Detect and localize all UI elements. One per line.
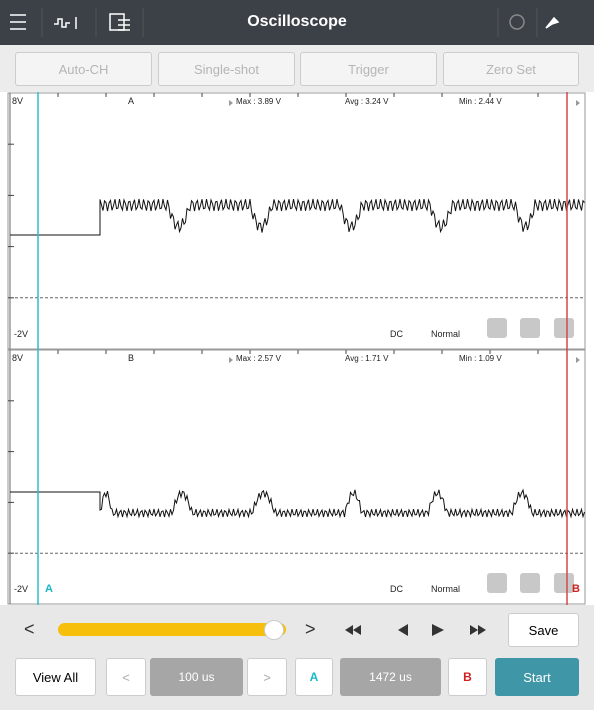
cursor-time: 1472 us xyxy=(340,658,441,696)
panel-frame xyxy=(7,349,586,605)
top-voltage-label: 8V xyxy=(12,353,24,363)
panel-tool-icon xyxy=(554,318,574,338)
auto-ch-button[interactable]: Auto-CH xyxy=(15,52,152,86)
panel-tool-icon xyxy=(520,573,540,593)
slider-next[interactable]: > xyxy=(305,619,316,639)
slider-knob[interactable] xyxy=(264,620,284,640)
toolbar: Auto-CH Single-shot Trigger Zero Set xyxy=(0,45,594,92)
waveform xyxy=(10,198,585,236)
scroll-right xyxy=(576,357,580,363)
cursor-a-label: A xyxy=(45,583,53,595)
waveform xyxy=(10,488,585,519)
cursor-a-button[interactable]: A xyxy=(295,658,333,696)
min-readout: Min : 2.44 V xyxy=(459,97,502,106)
time-div-prev[interactable]: < xyxy=(106,658,146,696)
start-button[interactable]: Start xyxy=(495,658,579,696)
panel-tool-icon xyxy=(520,318,540,338)
zero-set-button[interactable]: Zero Set xyxy=(443,52,579,86)
single-shot-button[interactable]: Single-shot xyxy=(158,52,295,86)
mode-label: Normal xyxy=(431,584,461,594)
panel-frame xyxy=(7,92,586,350)
panel-tool-icon xyxy=(554,573,574,593)
scroll-left xyxy=(229,357,233,363)
time-slider[interactable] xyxy=(58,623,286,636)
coupling-label: DC xyxy=(390,329,403,339)
avg-readout: Avg : 1.71 V xyxy=(345,354,389,363)
header-bar: Oscilloscope xyxy=(0,0,594,45)
slider-prev[interactable]: < xyxy=(24,619,35,639)
cursor-b-button[interactable]: B xyxy=(448,658,487,696)
save-button[interactable]: Save xyxy=(508,613,579,647)
bottom-voltage-label: -2V xyxy=(14,329,29,339)
max-readout: Max : 2.57 V xyxy=(236,354,281,363)
trigger-button[interactable]: Trigger xyxy=(300,52,437,86)
scroll-right xyxy=(576,100,580,106)
min-readout: Min : 1.09 V xyxy=(459,354,502,363)
mode-label: Normal xyxy=(431,329,461,339)
cursor-b-label: B xyxy=(572,583,580,595)
playback-icons[interactable] xyxy=(340,619,500,641)
scope-display xyxy=(7,92,586,605)
channel-label: A xyxy=(128,96,135,106)
time-div: 100 us xyxy=(150,658,243,696)
view-all-button[interactable]: View All xyxy=(15,658,96,696)
control-area: < > Save View All < 100 us > A 1472 us B… xyxy=(0,605,594,710)
channel-label: B xyxy=(128,353,135,363)
avg-readout: Avg : 3.24 V xyxy=(345,97,389,106)
coupling-label: DC xyxy=(390,584,403,594)
screen-title: Oscilloscope xyxy=(247,13,347,30)
header-icons xyxy=(10,8,560,37)
panel-tool-icon xyxy=(487,573,507,593)
time-div-next[interactable]: > xyxy=(247,658,287,696)
top-voltage-label: 8V xyxy=(12,96,24,106)
bottom-voltage-label: -2V xyxy=(14,584,29,594)
panel-tool-icon xyxy=(487,318,507,338)
scroll-left xyxy=(229,100,233,106)
max-readout: Max : 3.89 V xyxy=(236,97,281,106)
